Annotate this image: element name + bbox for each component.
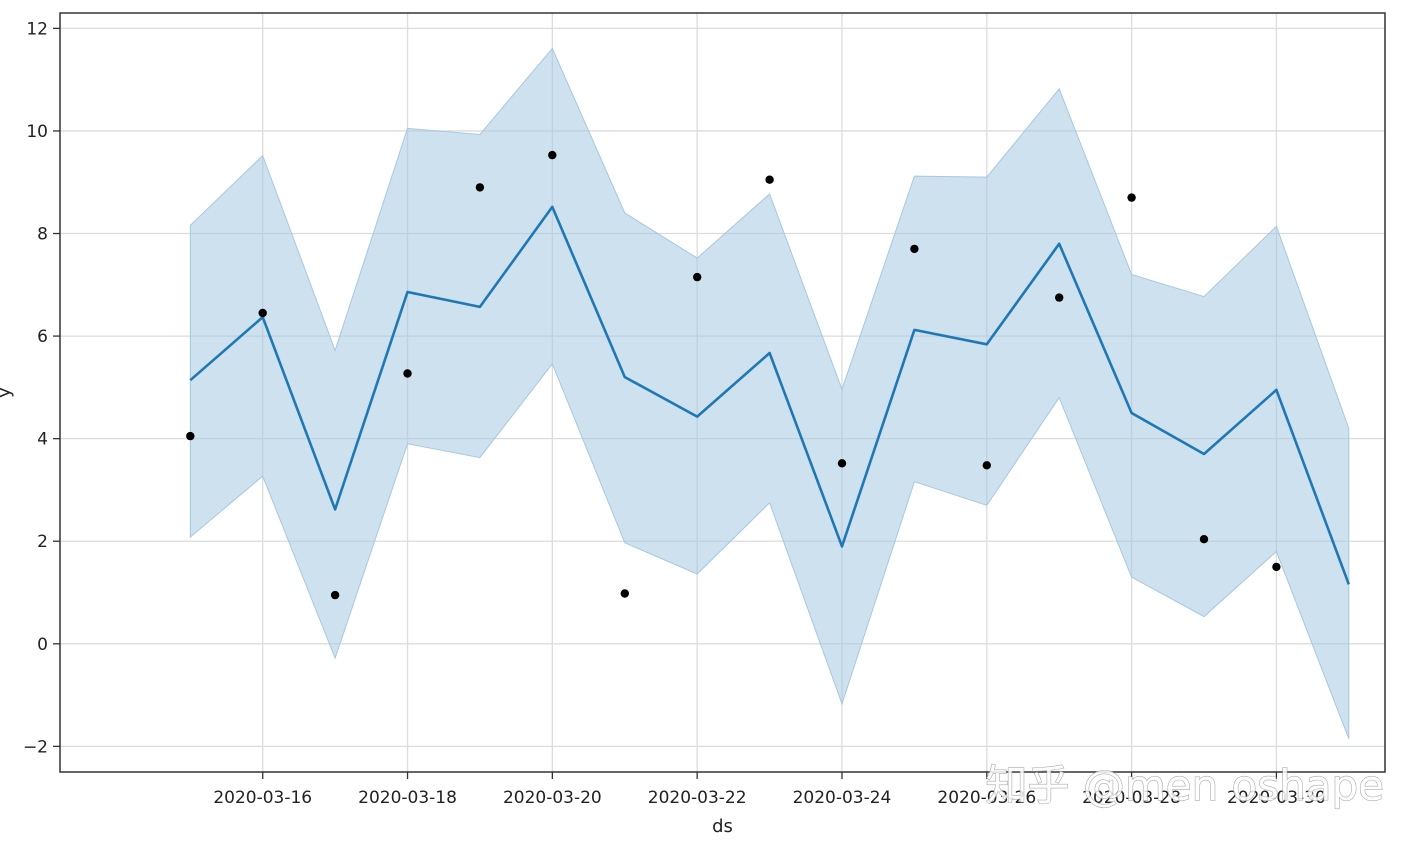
forecast-line xyxy=(189,205,1351,585)
y-tick-label: 12 xyxy=(26,19,48,39)
y-tick-label: 8 xyxy=(37,225,48,245)
observed-point xyxy=(1199,535,1209,544)
observed-point xyxy=(910,244,919,254)
y-axis-ticks: −2 0 2 4 6 8 10 12 xyxy=(23,19,60,757)
x-tick-label: 2020-03-18 xyxy=(358,788,457,808)
observed-point xyxy=(693,272,702,282)
observed-point xyxy=(837,459,847,468)
y-tick-label: 10 xyxy=(26,122,48,142)
x-tick-label: 2020-03-24 xyxy=(793,788,892,808)
y-tick-label: 6 xyxy=(37,327,48,347)
observed-point xyxy=(1272,562,1281,572)
x-tick-label: 2020-03-16 xyxy=(213,788,312,808)
uncertainty-interval-band xyxy=(189,47,1350,739)
observed-point xyxy=(1127,193,1136,202)
y-axis-label: y xyxy=(0,387,15,398)
observed-point xyxy=(620,589,629,598)
observed-point xyxy=(982,461,991,470)
x-tick-label: 2020-03-26 xyxy=(937,788,1036,808)
observed-point xyxy=(403,369,412,378)
watermark-text: 知乎 @men oshape xyxy=(985,761,1384,810)
x-axis-label: ds xyxy=(712,816,733,837)
observed-point xyxy=(475,183,485,192)
y-tick-label: 0 xyxy=(37,635,48,655)
x-tick-label: 2020-03-30 xyxy=(1227,788,1326,808)
y-tick-label: −2 xyxy=(23,737,48,757)
observed-point xyxy=(186,431,195,441)
observed-point xyxy=(1055,293,1064,302)
observed-point xyxy=(765,175,774,184)
x-tick-label: 2020-03-20 xyxy=(503,788,602,808)
observed-points xyxy=(186,150,1281,600)
y-tick-label: 4 xyxy=(37,430,48,450)
observed-point xyxy=(548,150,557,160)
x-tick-label: 2020-03-28 xyxy=(1082,788,1181,808)
plot-frame xyxy=(59,12,1386,773)
x-axis-ticks: 2020-03-16 2020-03-18 2020-03-20 2020-03-22… xyxy=(213,772,1326,808)
observed-point xyxy=(258,308,267,318)
y-tick-label: 2 xyxy=(37,532,48,552)
x-tick-label: 2020-03-22 xyxy=(648,788,747,808)
observed-point xyxy=(330,590,340,600)
